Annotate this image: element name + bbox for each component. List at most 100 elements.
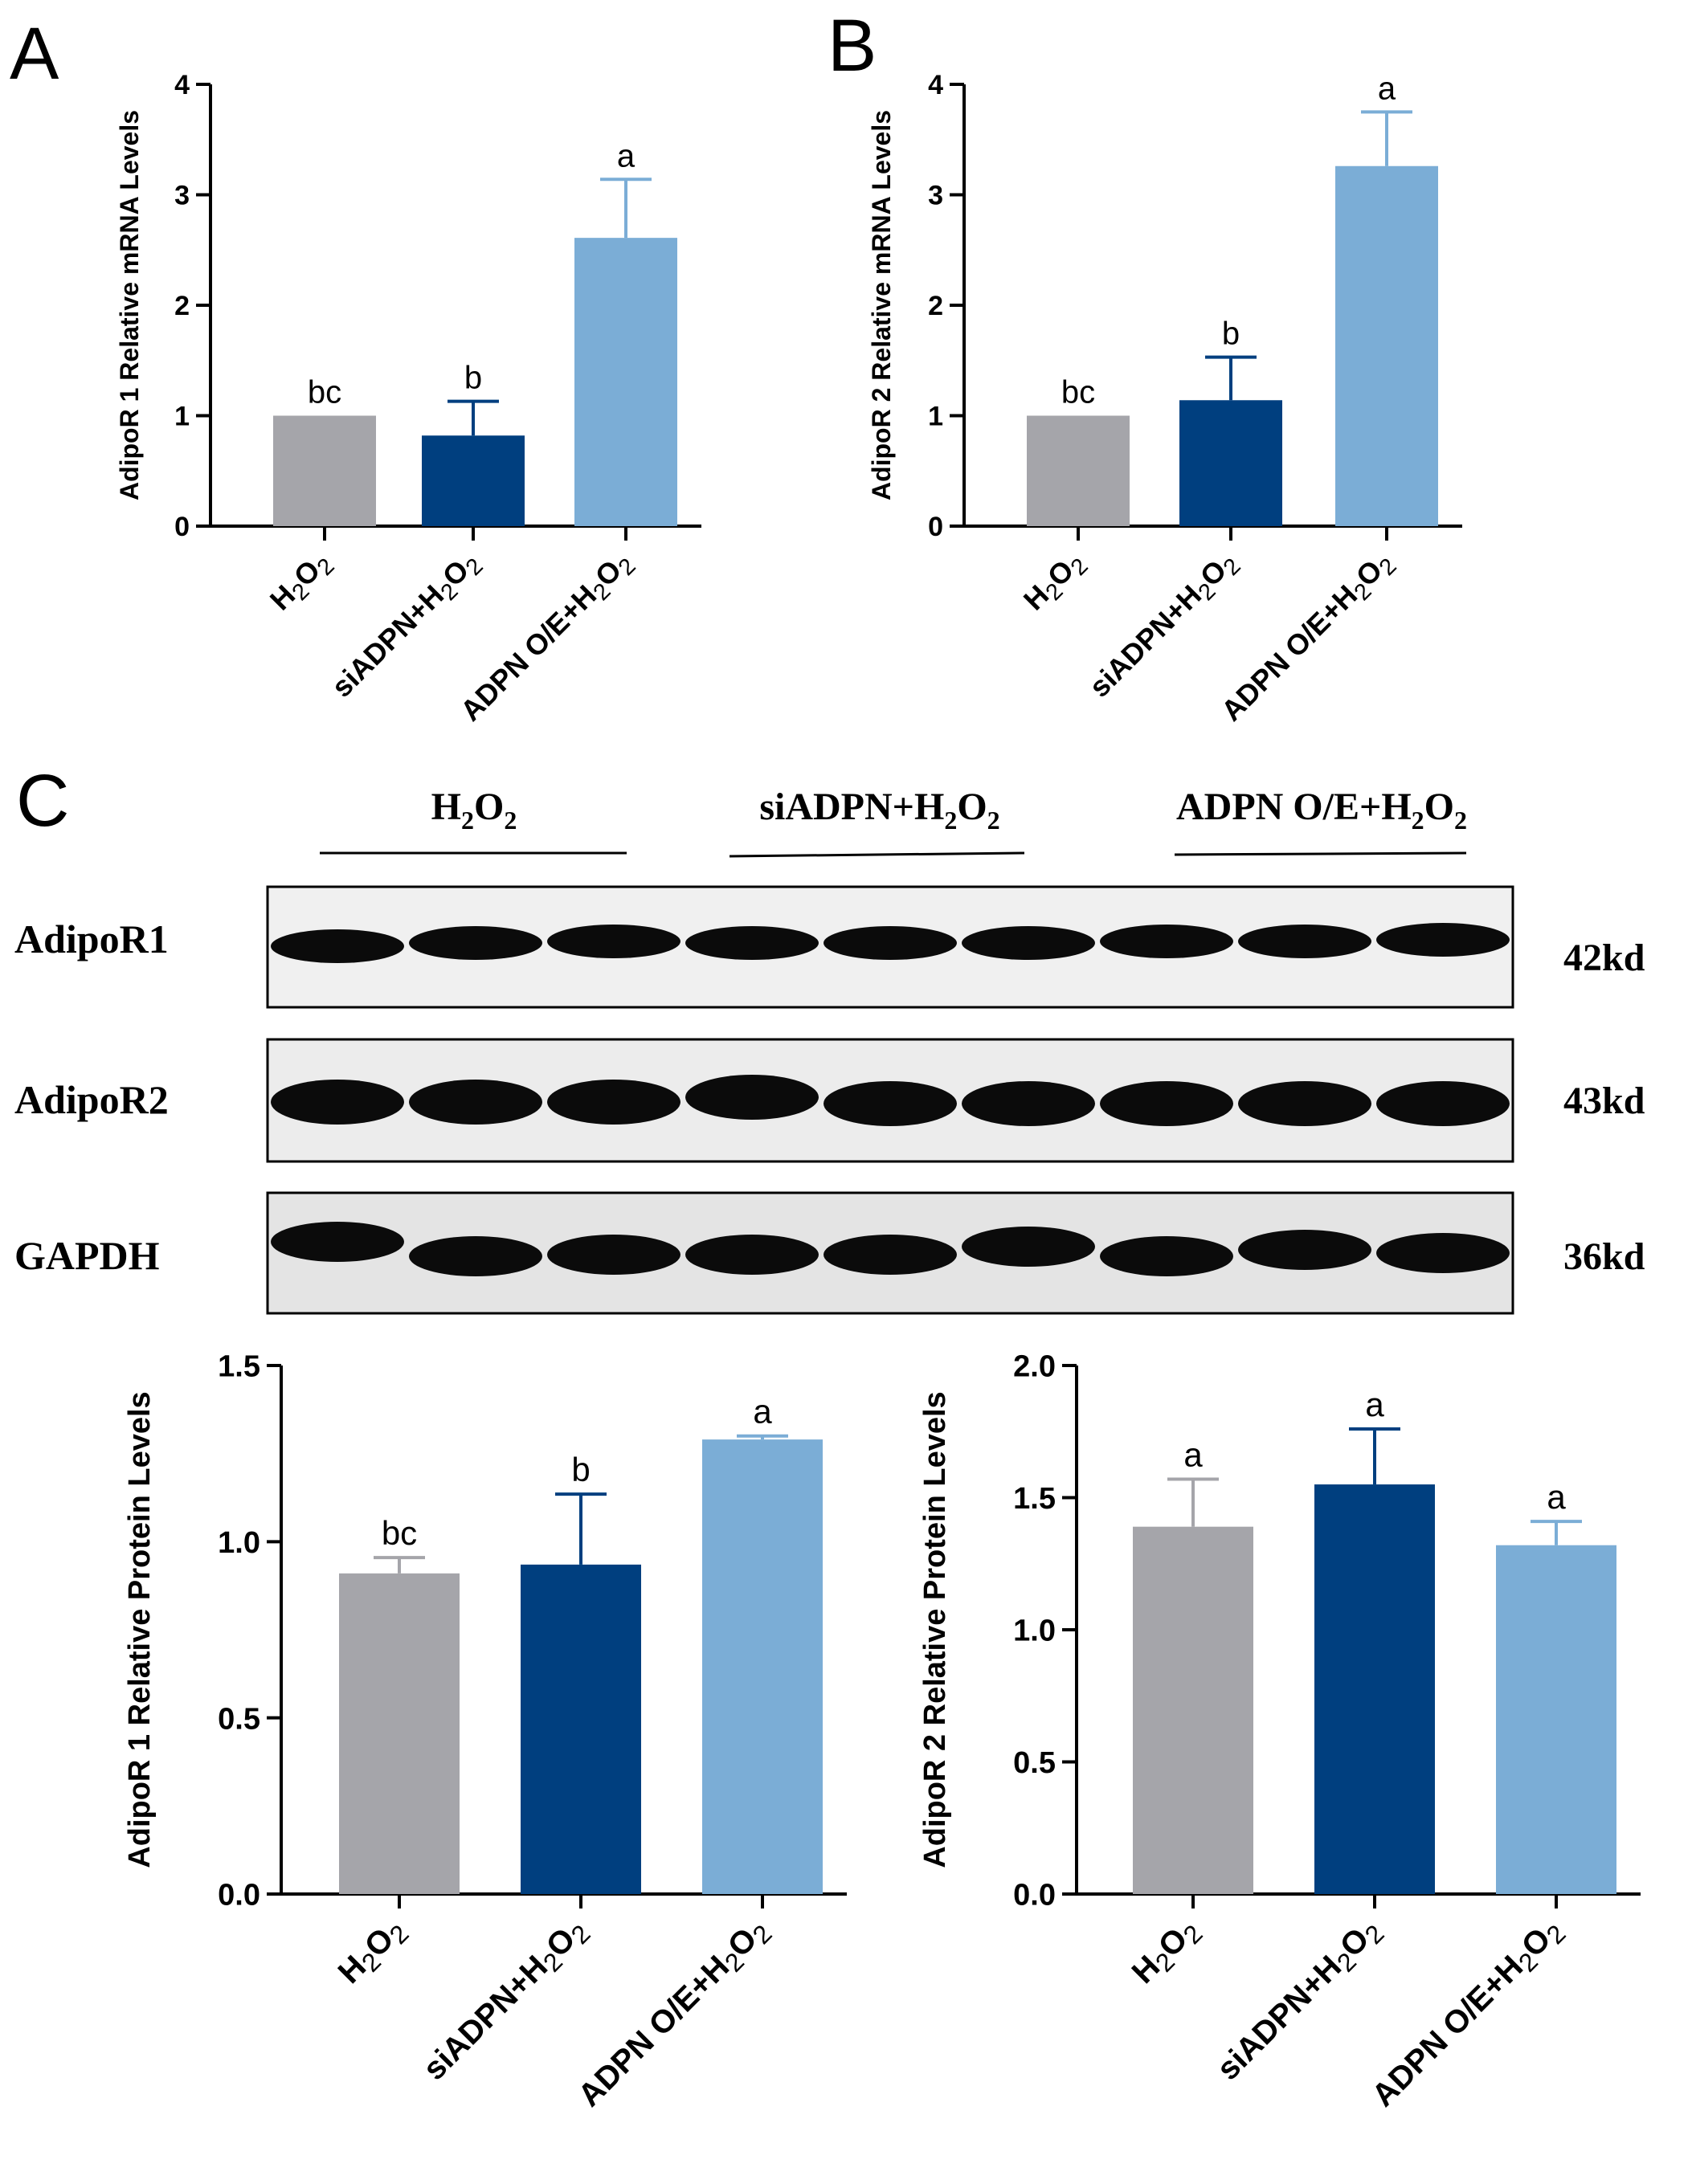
x-tick-label-0: H2O2 — [1017, 545, 1093, 621]
bar-0 — [1133, 1526, 1253, 1894]
blot-band — [1238, 925, 1371, 958]
significance-letter-2: a — [753, 1393, 772, 1431]
significance-letter-1: b — [464, 361, 482, 396]
bar-2 — [1335, 165, 1438, 526]
blot-row-label-adipor2: AdipoR2 — [14, 1077, 169, 1122]
significance-letter-0: bc — [1061, 375, 1095, 410]
y-tick-label: 1.0 — [1013, 1615, 1056, 1648]
y-tick-label: 1 — [174, 402, 190, 432]
y-tick-label: 1 — [928, 402, 943, 432]
significance-letter-2: a — [1547, 1478, 1566, 1516]
blot-row-label-adipor1: AdipoR1 — [14, 916, 169, 961]
y-tick-label: 0 — [174, 512, 190, 542]
y-tick-label: 1.5 — [218, 1350, 260, 1384]
significance-letter-0: bc — [382, 1514, 417, 1552]
y-tick-label: 0.0 — [1013, 1879, 1056, 1913]
blot-group-h2o2: H2O2 — [431, 786, 517, 835]
blot-group-siadpn: siADPN+H2O2 — [759, 786, 999, 835]
y-tick-label: 3 — [174, 181, 190, 211]
x-tick-label-0: H2O2 — [1126, 1911, 1208, 1994]
blot-group-underline-siadpn — [729, 851, 1025, 858]
blot-band — [1376, 1233, 1510, 1273]
y-axis-label: AdipoR 1 Relative Protein Levels — [123, 1391, 157, 1868]
x-tick-label-1: siADPN+H2O2 — [416, 1911, 595, 2090]
panel-label-b: B — [828, 5, 877, 87]
blot-band — [271, 1222, 404, 1262]
blot-size-adipor1: 42kd — [1563, 937, 1645, 979]
y-tick-label: 0.5 — [1013, 1746, 1056, 1780]
bar-2 — [574, 238, 677, 526]
chart-a-adipor1-mrna: 0 1 2 3 4 AdipoR 1 Relative mRNA Levels bc H2O2… — [115, 70, 701, 727]
blot-band — [1100, 1081, 1233, 1126]
significance-letter-0: a — [1183, 1435, 1203, 1473]
blot-band — [685, 1075, 819, 1120]
bar-1 — [1314, 1484, 1435, 1894]
y-axis-label: AdipoR 2 Relative mRNA Levels — [867, 110, 896, 500]
y-tick-label: 3 — [928, 181, 943, 211]
blot-band — [1100, 925, 1233, 958]
blot-band — [409, 1236, 542, 1276]
blot-size-gapdh: 36kd — [1563, 1235, 1645, 1278]
bar-0 — [1027, 415, 1130, 526]
y-tick-label: 2.0 — [1013, 1350, 1056, 1384]
blot-band — [547, 925, 680, 958]
y-tick-label: 1.0 — [218, 1526, 260, 1560]
blot-band — [1238, 1081, 1371, 1126]
y-tick-label: 0.0 — [218, 1879, 260, 1913]
bar-1 — [422, 435, 525, 526]
x-tick-label-1: siADPN+H2O2 — [1083, 545, 1246, 708]
significance-letter-1: a — [1365, 1386, 1384, 1423]
blot-band — [824, 1235, 957, 1275]
y-tick-label: 0 — [928, 512, 943, 542]
chart-c-adipor2-protein: 0.0 0.5 1.0 1.5 2.0 AdipoR 2 Relative Protein… — [918, 1350, 1641, 2117]
x-tick-label-1: siADPN+H2O2 — [325, 545, 488, 708]
bar-2 — [1496, 1545, 1616, 1894]
blot-band — [1376, 1081, 1510, 1126]
blot-band — [547, 1235, 680, 1275]
x-tick-label-0: H2O2 — [264, 545, 340, 621]
blot-band — [271, 1080, 404, 1125]
blot-group-underline-adpn-oe — [1174, 851, 1467, 856]
x-tick-label-1: siADPN+H2O2 — [1210, 1911, 1389, 2090]
significance-letter-1: b — [571, 1451, 590, 1488]
western-blot: H2O2 siADPN+H2O2 ADPN O/E+H2O2 AdipoR1 A… — [14, 786, 1645, 1315]
y-tick-label: 4 — [928, 70, 943, 100]
blot-band — [1376, 923, 1510, 957]
chart-b-adipor2-mrna: 0 1 2 3 4 AdipoR 2 Relative mRNA Levels bc H2O2… — [867, 70, 1462, 727]
blot-band — [1238, 1230, 1371, 1270]
panel-label-c: C — [16, 760, 69, 842]
y-tick-label: 0.5 — [218, 1702, 260, 1736]
blot-group-adpn-oe: ADPN O/E+H2O2 — [1176, 786, 1467, 835]
significance-letter-2: a — [1378, 71, 1396, 106]
blot-bands — [271, 923, 1510, 1276]
y-tick-label: 1.5 — [1013, 1482, 1056, 1516]
significance-letter-2: a — [617, 138, 636, 173]
y-axis-label: AdipoR 1 Relative mRNA Levels — [115, 110, 144, 500]
bar-1 — [521, 1564, 641, 1894]
bar-2 — [702, 1439, 823, 1894]
x-tick-label-2: ADPN O/E+H2O2 — [1365, 1911, 1571, 2117]
blot-band — [685, 926, 819, 960]
panel-label-a: A — [10, 13, 59, 95]
blot-size-adipor2: 43kd — [1563, 1080, 1645, 1122]
chart-c-adipor1-protein: 0.0 0.5 1.0 1.5 AdipoR 1 Relative Protein Le… — [123, 1350, 847, 2117]
y-tick-label: 4 — [174, 70, 190, 100]
x-tick-label-2: ADPN O/E+H2O2 — [571, 1911, 777, 2117]
blot-band — [824, 1081, 957, 1126]
bar-1 — [1179, 400, 1282, 526]
x-tick-label-0: H2O2 — [332, 1911, 415, 1994]
y-tick-label: 2 — [928, 291, 943, 321]
bar-0 — [273, 415, 376, 526]
y-axis-label: AdipoR 2 Relative Protein Levels — [918, 1391, 952, 1868]
blot-band — [962, 1227, 1095, 1267]
blot-band — [409, 926, 542, 960]
blot-band — [271, 929, 404, 963]
blot-band — [824, 926, 957, 960]
blot-band — [685, 1235, 819, 1275]
blot-band — [962, 1081, 1095, 1126]
significance-letter-0: bc — [308, 375, 341, 410]
blot-band — [409, 1080, 542, 1125]
y-tick-label: 2 — [174, 291, 190, 321]
blot-band — [547, 1080, 680, 1125]
